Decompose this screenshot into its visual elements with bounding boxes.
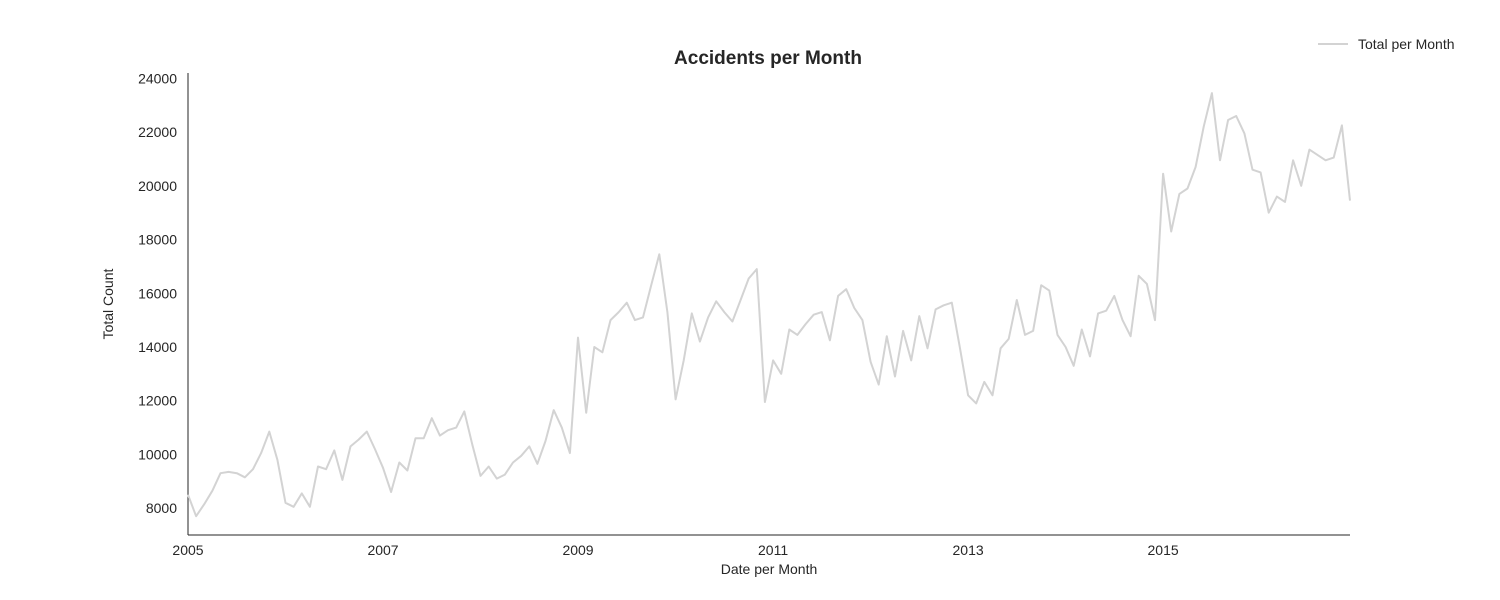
x-axis-label: Date per Month <box>721 561 818 577</box>
y-tick-label: 24000 <box>138 70 177 86</box>
chart-title: Accidents per Month <box>674 48 862 69</box>
y-tick-label: 10000 <box>138 446 177 462</box>
legend-label: Total per Month <box>1358 36 1455 52</box>
y-tick-label: 18000 <box>138 232 177 248</box>
y-tick-label: 12000 <box>138 393 177 409</box>
y-tick-label: 16000 <box>138 285 177 301</box>
x-tick-label: 2015 <box>1148 542 1179 558</box>
legend[interactable]: Total per Month <box>1318 36 1455 52</box>
x-tick-label: 2011 <box>758 542 788 558</box>
y-tick-label: 14000 <box>138 339 177 355</box>
y-tick-label: 22000 <box>138 124 177 140</box>
x-tick-label: 2007 <box>367 542 398 558</box>
y-tick-labels: 8000 10000 12000 14000 16000 18000 20000 22000 2… <box>138 70 177 516</box>
y-axis-label: Total Count <box>100 268 116 339</box>
series-line-total-per-month <box>187 92 1351 518</box>
y-tick-label: 8000 <box>146 500 177 516</box>
x-tick-label: 2005 <box>172 542 203 558</box>
x-tick-labels: 2005 2007 2009 2011 2013 2015 <box>172 542 1178 558</box>
x-tick-label: 2009 <box>562 542 593 558</box>
y-tick-label: 20000 <box>138 178 177 194</box>
x-tick-label: 2013 <box>953 542 984 558</box>
